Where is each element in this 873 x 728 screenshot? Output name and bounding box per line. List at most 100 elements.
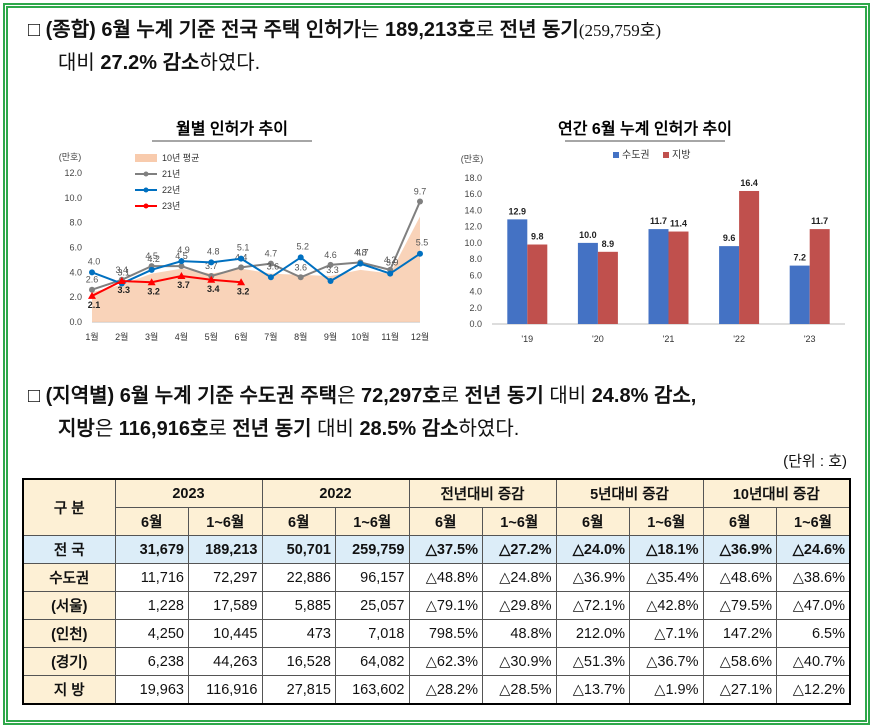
- marker: [297, 274, 304, 281]
- table-cell: △51.3%: [555, 647, 630, 676]
- x-tick-label: '21: [663, 334, 675, 344]
- text-segment: (종합) 6월 누계 기준 전국 주택 인허가: [45, 19, 362, 41]
- data-label: 4.2: [384, 255, 397, 265]
- data-label: 5.2: [296, 241, 309, 251]
- regional-paragraph: □ (지역별) 6월 누계 기준 수도권 주택은 72,297호로 전년 동기 …: [28, 380, 696, 446]
- data-label: 4.8: [354, 247, 367, 257]
- data-label: 3.9: [386, 258, 399, 268]
- data-label: 4.6: [324, 250, 337, 260]
- line: [91, 201, 421, 291]
- data-label: 9.8: [531, 232, 544, 242]
- y-tick-label: 6.0: [69, 243, 82, 253]
- data-label: 3.7: [177, 280, 190, 290]
- data-label: 3.2: [147, 286, 160, 296]
- bar: [668, 231, 689, 324]
- table-cell: 64,082: [335, 647, 410, 676]
- table-cell: (서울): [22, 591, 116, 620]
- table-cell: △13.7%: [555, 675, 630, 705]
- table-cell: △30.9%: [482, 647, 557, 676]
- text-segment: 하였다.: [458, 418, 520, 440]
- y-tick-label: 12.0: [464, 222, 482, 232]
- x-tick-label: 6월: [234, 331, 247, 342]
- data-label: 4.2: [147, 254, 160, 264]
- marker: [177, 272, 186, 280]
- text-segment: □: [28, 385, 46, 407]
- legend-marker: [143, 203, 149, 209]
- legend-swatch: [663, 152, 669, 158]
- header-cell: 2022: [261, 478, 410, 508]
- table-cell: △36.9%: [702, 535, 777, 564]
- chart-title: 월별 인허가 추이: [176, 119, 288, 138]
- data-label: 4.5: [175, 251, 188, 261]
- table-cell: 7,018: [335, 619, 410, 648]
- marker: [178, 258, 185, 265]
- marker: [267, 260, 274, 267]
- legend-label: 지방: [672, 149, 690, 161]
- subheader-cell: 6월: [702, 507, 777, 536]
- data-label: 10.0: [579, 230, 597, 240]
- table-cell: △36.7%: [629, 647, 704, 676]
- header-cell: 2023: [114, 478, 263, 508]
- table-cell: 473: [261, 619, 336, 648]
- table-cell: △72.1%: [555, 591, 630, 620]
- table-cell: 전 국: [22, 535, 116, 564]
- data-label: 5.5: [416, 238, 429, 248]
- x-tick-label: 1월: [85, 331, 98, 342]
- legend-label: 21년: [162, 169, 180, 179]
- marker: [207, 275, 216, 283]
- table-cell: 6.5%: [776, 619, 851, 648]
- data-label: 5.1: [237, 243, 250, 253]
- table-cell: 16,528: [261, 647, 336, 676]
- x-tick-label: 10월: [351, 331, 369, 342]
- y-tick-label: 10.0: [64, 193, 82, 203]
- marker: [117, 277, 126, 285]
- data-label: 3.4: [116, 265, 129, 275]
- data-label: 2.1: [88, 300, 101, 310]
- table-row: (서울) 1,228 17,589 5,885 25,057 △79.1% △29.8% △7…: [22, 591, 851, 620]
- marker: [88, 291, 96, 299]
- table-cell: △40.7%: [776, 647, 851, 676]
- table-cell: △35.4%: [629, 563, 704, 592]
- data-label: 3.2: [237, 286, 250, 296]
- line: [91, 275, 242, 297]
- text-line: □ (지역별) 6월 누계 기준 수도권 주택은 72,297호로 전년 동기 …: [28, 380, 696, 413]
- table-row: 수도권 11,716 72,297 22,886 96,157 △48.8% △24.8% △…: [22, 563, 851, 592]
- marker: [238, 264, 245, 271]
- marker: [417, 198, 423, 205]
- table-cell: △37.5%: [408, 535, 483, 564]
- table-cell: △27.2%: [482, 535, 557, 564]
- y-tick-label: 14.0: [464, 205, 482, 215]
- table-cell: △12.2%: [776, 675, 851, 705]
- table-cell: △47.0%: [776, 591, 851, 620]
- bar: [597, 251, 618, 324]
- table-cell: △24.6%: [776, 535, 851, 564]
- table-row: 전 국 31,679 189,213 50,701 259,759 △37.5% △27.2…: [22, 535, 851, 564]
- bar: [527, 244, 548, 324]
- text-segment: 전년 동기: [464, 385, 544, 407]
- x-tick-label: 2월: [115, 331, 128, 342]
- table-cell: 수도권: [22, 563, 116, 592]
- marker: [237, 278, 246, 286]
- marker: [89, 286, 95, 293]
- text-line: 대비 27.2% 감소하였다.: [28, 47, 661, 80]
- x-tick-label: 4월: [175, 331, 188, 342]
- table-cell: 17,589: [188, 591, 263, 620]
- data-label: 7.2: [793, 253, 806, 263]
- bar: [577, 242, 598, 324]
- table-cell: △48.8%: [408, 563, 483, 592]
- text-segment: □: [28, 19, 46, 41]
- frame: [3, 3, 870, 725]
- legend-swatch: [135, 154, 157, 162]
- table-cell: △24.0%: [555, 535, 630, 564]
- table-cell: (인천): [22, 619, 116, 648]
- text-segment: 하였다.: [199, 52, 261, 74]
- text-line: 지방은 116,916호로 전년 동기 대비 28.5% 감소하였다.: [28, 413, 696, 446]
- table-cell: 147.2%: [702, 619, 777, 648]
- marker: [89, 269, 95, 276]
- data-label: 11.7: [811, 216, 828, 226]
- text-segment: (지역별) 6월 누계 기준 수도권 주택: [45, 385, 338, 407]
- subheader-cell: 1~6월: [776, 507, 851, 536]
- table-cell: △1.9%: [629, 675, 704, 705]
- text-segment: 지방: [58, 418, 95, 440]
- y-tick-label: 0.0: [469, 319, 482, 329]
